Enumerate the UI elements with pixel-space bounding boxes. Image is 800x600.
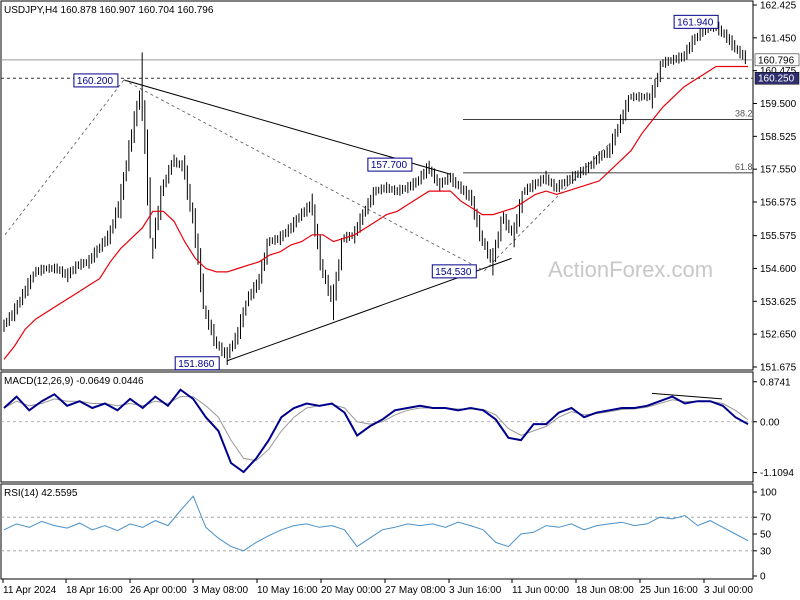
annotation-box bbox=[673, 14, 719, 29]
annotation-label: 161.940 bbox=[677, 17, 714, 28]
y-tick-label: 153.625 bbox=[760, 297, 797, 308]
x-tick-label: 20 May 00:00 bbox=[321, 585, 382, 596]
annotation-box bbox=[174, 356, 220, 371]
annotation-box bbox=[431, 264, 477, 279]
price-overlays: 38.2 61.8 bbox=[4, 79, 753, 362]
dashed-trend-left bbox=[4, 79, 125, 236]
price-y-axis: 162.425 161.450 160.475 159.500 158.525 157.5… bbox=[753, 1, 800, 374]
rsi-tick-label: 50 bbox=[760, 530, 772, 541]
x-tick-label: 26 Apr 00:00 bbox=[130, 585, 187, 596]
y-tick-label: 160.475 bbox=[760, 66, 797, 77]
rsi-line bbox=[3, 495, 749, 552]
macd-panel bbox=[0, 371, 754, 483]
x-tick-label: 27 May 08:00 bbox=[385, 585, 446, 596]
x-tick-label: 10 May 16:00 bbox=[257, 585, 318, 596]
x-tick-label: 3 May 08:00 bbox=[193, 585, 248, 596]
y-tick-label: 161.450 bbox=[760, 33, 797, 44]
y-tick-label: 158.525 bbox=[760, 132, 797, 143]
dashed-trend-down bbox=[123, 79, 485, 272]
watermark: ActionForex.com bbox=[548, 257, 713, 282]
annotation-label: 157.700 bbox=[371, 160, 408, 171]
macd-main-line bbox=[3, 388, 749, 474]
x-tick-label: 18 Jun 08:00 bbox=[576, 585, 634, 596]
macd-y-axis: 0.8741 0.00 -1.1094 bbox=[753, 377, 794, 479]
time-axis: 11 Apr 2024 18 Apr 16:00 26 Apr 00:00 3 May… bbox=[2, 579, 753, 596]
rsi-lines bbox=[1, 495, 753, 552]
price-annotations: 160.200 151.860 157.700 154.530 161.940 bbox=[73, 14, 719, 371]
fib-label: 61.8 bbox=[735, 162, 753, 172]
level-price-tag-box bbox=[754, 71, 800, 85]
macd-divergence-line bbox=[651, 392, 723, 400]
rsi-panel bbox=[0, 483, 754, 580]
y-tick-label: 159.500 bbox=[760, 99, 797, 110]
moving-average-path bbox=[3, 65, 748, 360]
y-tick-label: 154.600 bbox=[760, 264, 797, 275]
price-gridlines bbox=[1, 59, 753, 79]
y-tick-label: 162.425 bbox=[760, 1, 797, 12]
x-tick-label: 11 Apr 2024 bbox=[3, 585, 57, 596]
y-tick-label: 157.550 bbox=[760, 165, 797, 176]
annotation-box bbox=[367, 157, 413, 172]
price-panel bbox=[0, 0, 754, 371]
annotation-label: 151.860 bbox=[178, 359, 215, 370]
rsi-panel-title: RSI(14) 42.5595 bbox=[4, 488, 78, 499]
current-price-tag: 160.796 bbox=[758, 55, 795, 66]
rsi-y-axis: 100 70 50 30 0 bbox=[753, 488, 777, 583]
macd-lines bbox=[1, 388, 753, 474]
y-tick-label: 156.575 bbox=[760, 197, 797, 208]
level-price-tag: 160.250 bbox=[758, 74, 795, 85]
moving-average-line bbox=[3, 65, 748, 360]
x-tick-label: 18 Apr 16:00 bbox=[66, 585, 123, 596]
annotation-label: 160.200 bbox=[77, 76, 114, 87]
macd-panel-title: MACD(12,26,9) -0.0649 0.0446 bbox=[4, 376, 144, 387]
annotation-label: 154.530 bbox=[435, 267, 472, 278]
fib-label: 38.2 bbox=[735, 109, 753, 119]
rsi-tick-label: 0 bbox=[760, 572, 766, 583]
macd-tick-label: -1.1094 bbox=[760, 468, 794, 479]
rsi-tick-label: 70 bbox=[760, 513, 772, 524]
x-tick-label: 25 Jun 16:00 bbox=[640, 585, 698, 596]
current-price-tag-box bbox=[754, 53, 800, 67]
price-panel-title: USDJPY,H4 160.878 160.907 160.704 160.79… bbox=[4, 5, 214, 16]
x-tick-label: 3 Jul 00:00 bbox=[704, 585, 753, 596]
rsi-tick-label: 100 bbox=[760, 488, 777, 499]
rsi-tick-label: 30 bbox=[760, 546, 772, 557]
y-tick-label: 155.575 bbox=[760, 231, 797, 242]
macd-tick-label: 0.8741 bbox=[760, 377, 791, 388]
x-tick-label: 11 Jun 00:00 bbox=[512, 585, 570, 596]
y-tick-label: 151.675 bbox=[760, 363, 797, 374]
annotation-box bbox=[73, 73, 119, 88]
y-tick-label: 152.650 bbox=[760, 330, 797, 341]
macd-tick-label: 0.00 bbox=[760, 417, 780, 428]
x-tick-label: 3 Jun 16:00 bbox=[449, 585, 502, 596]
